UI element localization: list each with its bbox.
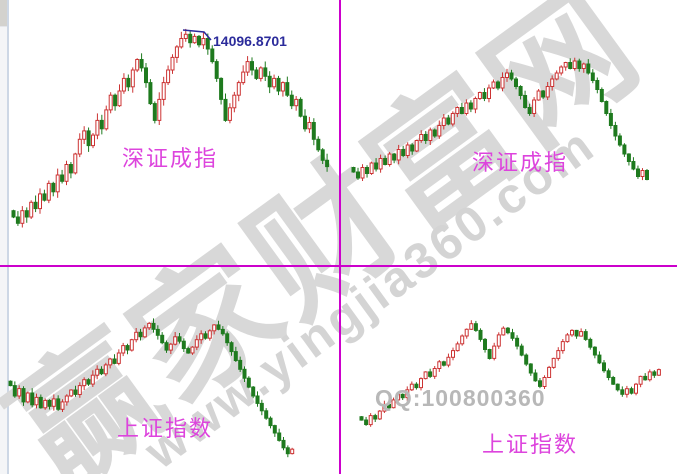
index-label-shenzhen-2: 深证成指 [472,150,569,175]
crosshair-horizontal-line [0,265,677,267]
pane-shanghai-index-2[interactable]: QQ:100800360 上证指数 [341,267,677,474]
window-edge-line [7,0,9,474]
pane-shenzhen-index-2[interactable]: 深证成指 [341,0,677,265]
window-edge-block [0,0,7,27]
index-label-shanghai-1: 上证指数 [117,416,214,441]
index-label-shanghai-2: 上证指数 [482,432,579,457]
price-annotation: 14096.8701 [213,33,287,49]
candlestick-chart-shanghai-1[interactable] [0,267,339,474]
candlestick-chart-shanghai-2[interactable] [341,267,677,474]
index-label-shenzhen-1: 深证成指 [122,146,219,171]
candlestick-chart-shenzhen-1[interactable] [0,0,339,265]
crosshair-vertical-line [339,0,341,474]
annotation-pointer-line [182,29,212,41]
candlestick-chart-shenzhen-2[interactable] [341,0,677,265]
window-edge-strip [0,27,7,474]
pane-shenzhen-index-1[interactable]: 14096.8701 深证成指 [0,0,339,265]
pane-shanghai-index-1[interactable]: 上证指数 [0,267,339,474]
